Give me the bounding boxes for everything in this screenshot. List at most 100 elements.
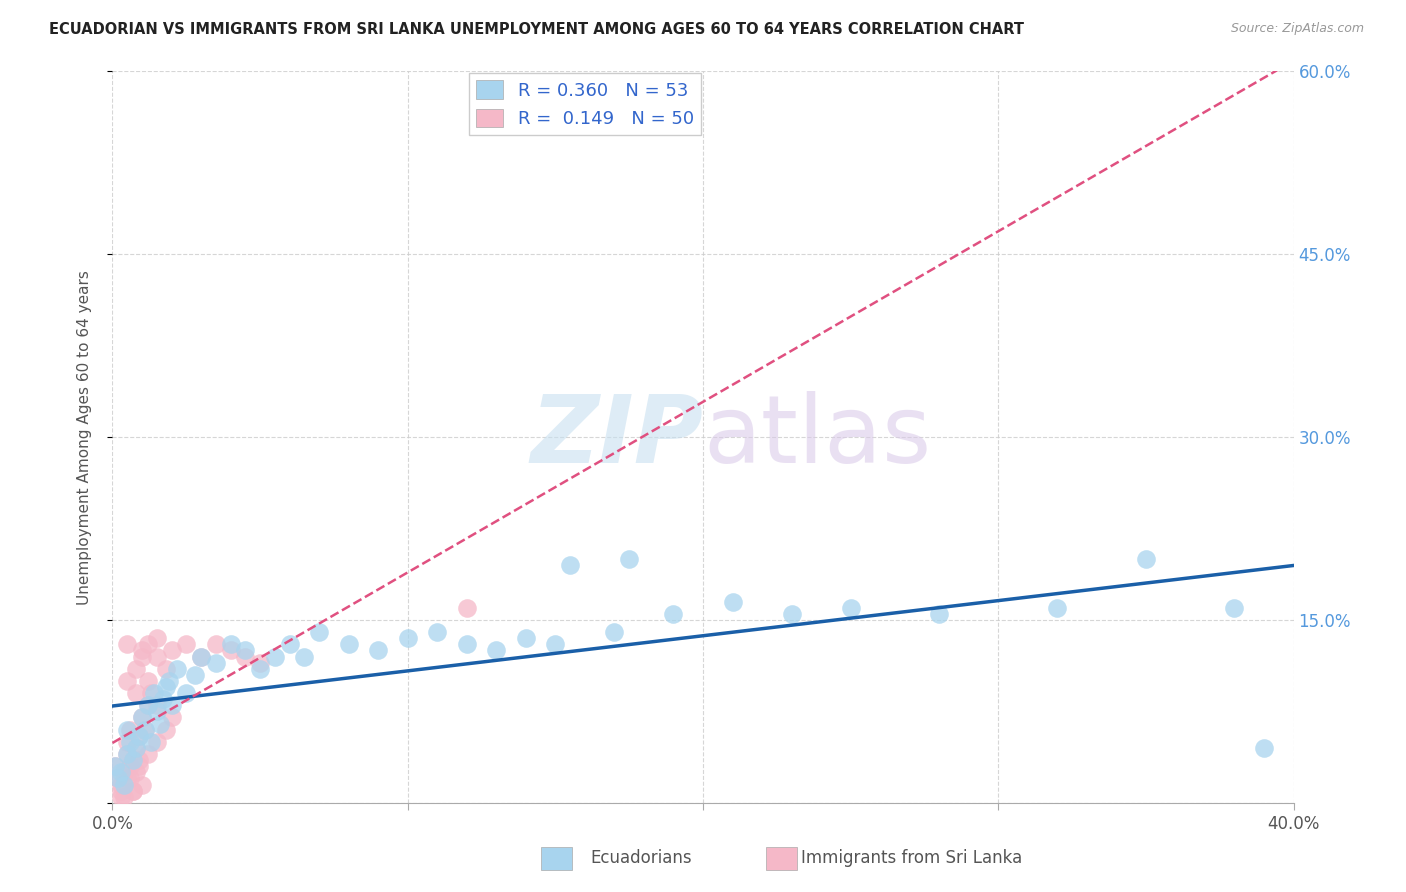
Point — [131, 643, 153, 657]
Point — [110, 778, 132, 792]
Point — [190, 649, 212, 664]
Point — [155, 662, 177, 676]
Point — [136, 698, 159, 713]
Point — [128, 729, 150, 743]
Point — [136, 673, 159, 688]
Point — [233, 643, 256, 657]
Point — [1223, 600, 1246, 615]
Text: Source: ZipAtlas.com: Source: ZipAtlas.com — [1230, 22, 1364, 36]
Point — [157, 673, 180, 688]
Point — [174, 686, 197, 700]
Point — [278, 637, 301, 651]
Point — [125, 662, 148, 676]
Point — [142, 686, 165, 700]
Point — [308, 625, 330, 640]
Text: ZIP: ZIP — [530, 391, 703, 483]
Point — [264, 649, 287, 664]
Point — [131, 710, 153, 724]
Point — [249, 656, 271, 670]
Point — [117, 772, 138, 786]
Point — [107, 772, 129, 786]
Point — [1135, 552, 1157, 566]
Point — [131, 710, 153, 724]
Point — [160, 698, 183, 713]
Point — [426, 625, 449, 640]
Point — [174, 637, 197, 651]
Point — [128, 759, 150, 773]
Point — [122, 753, 145, 767]
Legend: R = 0.360   N = 53, R =  0.149   N = 50: R = 0.360 N = 53, R = 0.149 N = 50 — [468, 73, 702, 136]
Point — [558, 558, 582, 573]
Point — [780, 607, 803, 621]
Point — [120, 759, 142, 773]
Point — [515, 632, 537, 646]
Point — [190, 649, 212, 664]
Point — [292, 649, 315, 664]
Point — [134, 723, 156, 737]
Y-axis label: Unemployment Among Ages 60 to 64 years: Unemployment Among Ages 60 to 64 years — [77, 269, 91, 605]
Point — [839, 600, 862, 615]
Point — [155, 680, 177, 694]
Point — [205, 637, 228, 651]
Point — [249, 662, 271, 676]
Point — [110, 789, 132, 804]
Point — [928, 607, 950, 621]
Point — [107, 772, 129, 786]
Point — [125, 740, 148, 755]
Point — [125, 740, 148, 755]
Point — [146, 632, 169, 646]
Point — [166, 662, 188, 676]
Point — [152, 692, 174, 706]
Point — [149, 716, 172, 731]
Point — [110, 765, 132, 780]
Point — [120, 772, 142, 786]
Point — [120, 735, 142, 749]
Point — [136, 698, 159, 713]
Point — [122, 753, 145, 767]
Point — [146, 698, 169, 713]
Point — [117, 673, 138, 688]
Point — [146, 705, 169, 719]
Point — [160, 643, 183, 657]
Point — [117, 637, 138, 651]
Point — [117, 747, 138, 761]
Point — [117, 735, 138, 749]
Point — [122, 783, 145, 797]
Point — [128, 729, 150, 743]
Point — [456, 637, 478, 651]
Point — [110, 783, 132, 797]
Point — [104, 759, 127, 773]
Point — [125, 686, 148, 700]
Point — [367, 643, 389, 657]
Point — [131, 649, 153, 664]
Point — [619, 552, 641, 566]
Point — [122, 783, 145, 797]
Point — [128, 753, 150, 767]
Point — [1046, 600, 1069, 615]
Point — [117, 723, 138, 737]
Point — [337, 637, 360, 651]
Point — [120, 723, 142, 737]
Point — [233, 649, 256, 664]
Point — [456, 600, 478, 615]
Point — [112, 765, 135, 780]
Text: Immigrants from Sri Lanka: Immigrants from Sri Lanka — [801, 849, 1022, 867]
Point — [662, 607, 685, 621]
Point — [205, 656, 228, 670]
Point — [104, 759, 127, 773]
Text: Ecuadorians: Ecuadorians — [591, 849, 692, 867]
Point — [396, 632, 419, 646]
Point — [219, 637, 242, 651]
Text: ECUADORIAN VS IMMIGRANTS FROM SRI LANKA UNEMPLOYMENT AMONG AGES 60 TO 64 YEARS C: ECUADORIAN VS IMMIGRANTS FROM SRI LANKA … — [49, 22, 1024, 37]
Point — [117, 747, 138, 761]
Point — [136, 747, 159, 761]
Point — [544, 637, 567, 651]
Point — [1253, 740, 1275, 755]
Point — [134, 723, 156, 737]
Point — [184, 667, 207, 681]
Point — [155, 723, 177, 737]
Point — [721, 594, 744, 608]
Point — [485, 643, 508, 657]
Point — [160, 710, 183, 724]
Point — [603, 625, 626, 640]
